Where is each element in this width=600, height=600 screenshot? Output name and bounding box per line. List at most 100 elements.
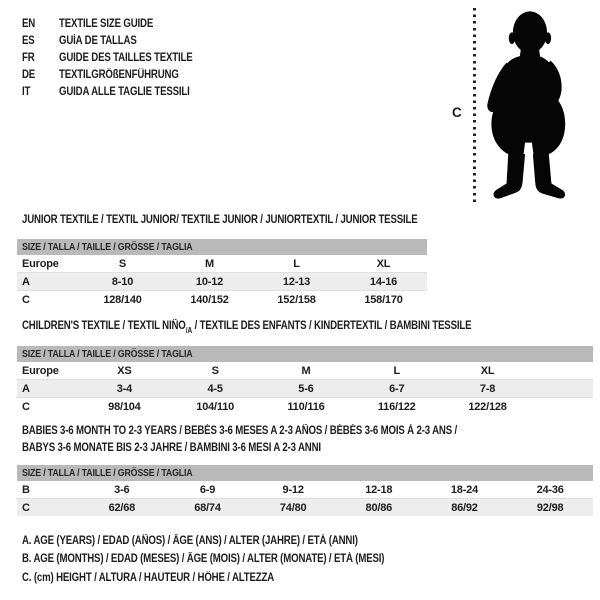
value-cell: 24-36 (507, 481, 593, 499)
junior-size-table-section: JUNIOR TEXTILE / TEXTIL JUNIOR/ TEXTILE … (17, 212, 427, 308)
children-table-title: CHILDREN'S TEXTILE / TEXTIL NIÑO/A / TEX… (22, 318, 593, 335)
table-title-line: BABIES 3-6 MONTH TO 2-3 YEARS / BEBÉS 3-… (22, 423, 457, 440)
table-row: C 98/104 104/110 110/116 116/122 122/128 (17, 398, 593, 416)
language-code: EN (22, 17, 36, 30)
language-title: TEXTILE SIZE GUIDE (59, 17, 154, 30)
table-row: Europe S M L XL (17, 255, 427, 273)
babies-size-table: SIZE / TALLA / TAILLE / GRÖSSE / TAGLIA B… (17, 465, 593, 516)
value-cell: 6-9 (164, 481, 251, 499)
babies-table-title: BABIES 3-6 MONTH TO 2-3 YEARS / BEBÉS 3-… (22, 423, 593, 457)
language-code: FR (22, 51, 35, 64)
value-cell: 92/98 (536, 501, 564, 514)
footnote-text: A. AGE (YEARS) / EDAD (AÑOS) / ÂGE (ANS)… (22, 535, 358, 547)
value-cell: 3-4 (79, 379, 170, 398)
table-row: C 62/68 68/74 74/80 80/86 86/92 92/98 (17, 498, 593, 516)
language-code: IT (22, 86, 31, 99)
size-header-text: SIZE / TALLA / TAILLE / GRÖSSE / TAGLIA (22, 241, 193, 253)
value-cell: 152/158 (277, 293, 316, 306)
language-code: ES (22, 34, 35, 47)
row-label-cell: C (22, 400, 30, 413)
value-cell: 116/122 (377, 400, 416, 413)
language-row: IT GUIDA ALLE TAGLIE TESSILI (22, 84, 218, 101)
table-title-text: CHILDREN'S TEXTILE / TEXTIL NIÑO (22, 320, 186, 332)
baby-silhouette-icon (487, 11, 566, 199)
value-cell: S (79, 255, 166, 273)
language-code: DE (22, 69, 36, 82)
language-row: EN TEXTILE SIZE GUIDE (22, 15, 218, 32)
table-row: C 128/140 140/152 152/158 158/170 (17, 291, 427, 309)
value-cell: 104/110 (196, 400, 235, 413)
children-size-table: SIZE / TALLA / TAILLE / GRÖSSE / TAGLIA E… (17, 346, 593, 415)
children-size-table-section: CHILDREN'S TEXTILE / TEXTIL NIÑO/A / TEX… (17, 318, 593, 415)
size-header-row: SIZE / TALLA / TAILLE / GRÖSSE / TAGLIA (17, 346, 593, 362)
value-cell: S (169, 362, 261, 380)
table-row: B 3-6 6-9 9-12 12-18 18-24 24-36 (17, 481, 593, 499)
value-cell: 12-13 (253, 272, 340, 291)
table-body: Europe XS S M L XL A 3-4 4-5 5-6 6-7 7-8 C 98/104 104/… (17, 362, 593, 415)
table-body: Europe S M L XL A 8-10 10-12 12-13 14-16 C 128/140 1… (17, 255, 427, 308)
size-header-text: SIZE / TALLA / TAILLE / GRÖSSE / TAGLIA (22, 467, 193, 479)
size-header-band: SIZE / TALLA / TAILLE / GRÖSSE / TAGLIA (17, 465, 593, 481)
value-cell: XL (442, 362, 533, 380)
value-cell: 5-6 (260, 379, 352, 398)
value-cell: L (253, 255, 340, 273)
value-cell: XS (79, 362, 170, 380)
footnote-text: C. (cm) HEIGHT / ALTURA / HAUTEUR / HÖHE… (22, 571, 275, 584)
language-row: DE TEXTILGRÖßENFÜHRUNG (22, 67, 218, 84)
size-header-row: SIZE / TALLA / TAILLE / GRÖSSE / TAGLIA (17, 239, 427, 255)
value-cell: 9-12 (250, 481, 336, 499)
size-header-row: SIZE / TALLA / TAILLE / GRÖSSE / TAGLIA (17, 465, 593, 481)
language-title: GUÍA DE TALLAS (59, 34, 137, 47)
table-title-line: CHILDREN'S TEXTILE / TEXTIL NIÑO/A / TEX… (22, 318, 472, 335)
value-cell: 18-24 (421, 481, 508, 499)
junior-size-table: SIZE / TALLA / TAILLE / GRÖSSE / TAGLIA E… (17, 239, 427, 308)
table-row: A 3-4 4-5 5-6 6-7 7-8 (17, 379, 593, 398)
value-cell: 62/68 (108, 501, 136, 514)
table-title-text: BABYS 3-6 MONATE BIS 2-3 JAHRE / BAMBINI… (22, 442, 321, 454)
filler-cell (532, 379, 593, 398)
value-cell: 98/104 (108, 400, 141, 413)
value-cell: 128/140 (103, 293, 142, 306)
size-header-text: SIZE / TALLA / TAILLE / GRÖSSE / TAGLIA (22, 348, 193, 360)
size-header-cell: SIZE / TALLA / TAILLE / GRÖSSE / TAGLIA (17, 239, 427, 255)
language-row: ES GUÍA DE TALLAS (22, 32, 218, 49)
size-header-band: SIZE / TALLA / TAILLE / GRÖSSE / TAGLIA (17, 239, 427, 255)
table-title-line: BABYS 3-6 MONATE BIS 2-3 JAHRE / BAMBINI… (22, 440, 321, 457)
filler-cell (532, 362, 593, 380)
row-label-cell: B (17, 481, 79, 499)
value-cell: 74/80 (279, 501, 307, 514)
value-cell: M (260, 362, 352, 380)
value-cell: 122/128 (468, 400, 507, 413)
value-cell: M (166, 255, 253, 273)
junior-table-title: JUNIOR TEXTILE / TEXTIL JUNIOR/ TEXTILE … (22, 212, 427, 229)
row-label-cell: A (17, 272, 79, 291)
height-measure-dashed-line (473, 8, 476, 206)
row-label-cell: C (22, 501, 30, 514)
row-label-cell: Europe (17, 362, 79, 380)
value-cell: XL (340, 255, 427, 273)
table-body: B 3-6 6-9 9-12 12-18 18-24 24-36 C 62/68 68/74 74/… (17, 481, 593, 516)
value-cell: 6-7 (351, 379, 443, 398)
table-title-line: JUNIOR TEXTILE / TEXTIL JUNIOR/ TEXTILE … (22, 212, 418, 229)
value-cell: L (351, 362, 443, 380)
value-cell: 110/116 (287, 400, 325, 413)
value-cell: 80/86 (365, 501, 393, 514)
value-cell: 68/74 (194, 501, 221, 514)
row-label-cell: Europe (17, 255, 79, 273)
table-row: Europe XS S M L XL (17, 362, 593, 380)
language-title: GUIDA ALLE TAGLIE TESSILI (59, 86, 190, 99)
value-cell: 158/170 (364, 293, 403, 306)
value-cell: 140/152 (190, 293, 229, 306)
language-title: TEXTILGRÖßENFÜHRUNG (59, 69, 179, 82)
row-label-cell: C (22, 293, 30, 306)
language-list: EN TEXTILE SIZE GUIDE ES GUÍA DE TALLAS FR GU… (22, 15, 218, 101)
table-title-text: JUNIOR TEXTILE / TEXTIL JUNIOR/ TEXTILE … (22, 214, 418, 226)
footnote-line: A. AGE (YEARS) / EDAD (AÑOS) / ÂGE (ANS)… (22, 535, 453, 553)
value-cell: 86/92 (451, 501, 478, 514)
filler-cell (533, 398, 593, 416)
value-cell: 12-18 (335, 481, 422, 499)
language-row: FR GUIDE DES TAILLES TEXTILE (22, 49, 218, 66)
table-title-text: / TEXTILE DES ENFANTS / KINDERTEXTIL / B… (192, 320, 472, 332)
footnotes: A. AGE (YEARS) / EDAD (AÑOS) / ÂGE (ANS)… (22, 535, 453, 590)
